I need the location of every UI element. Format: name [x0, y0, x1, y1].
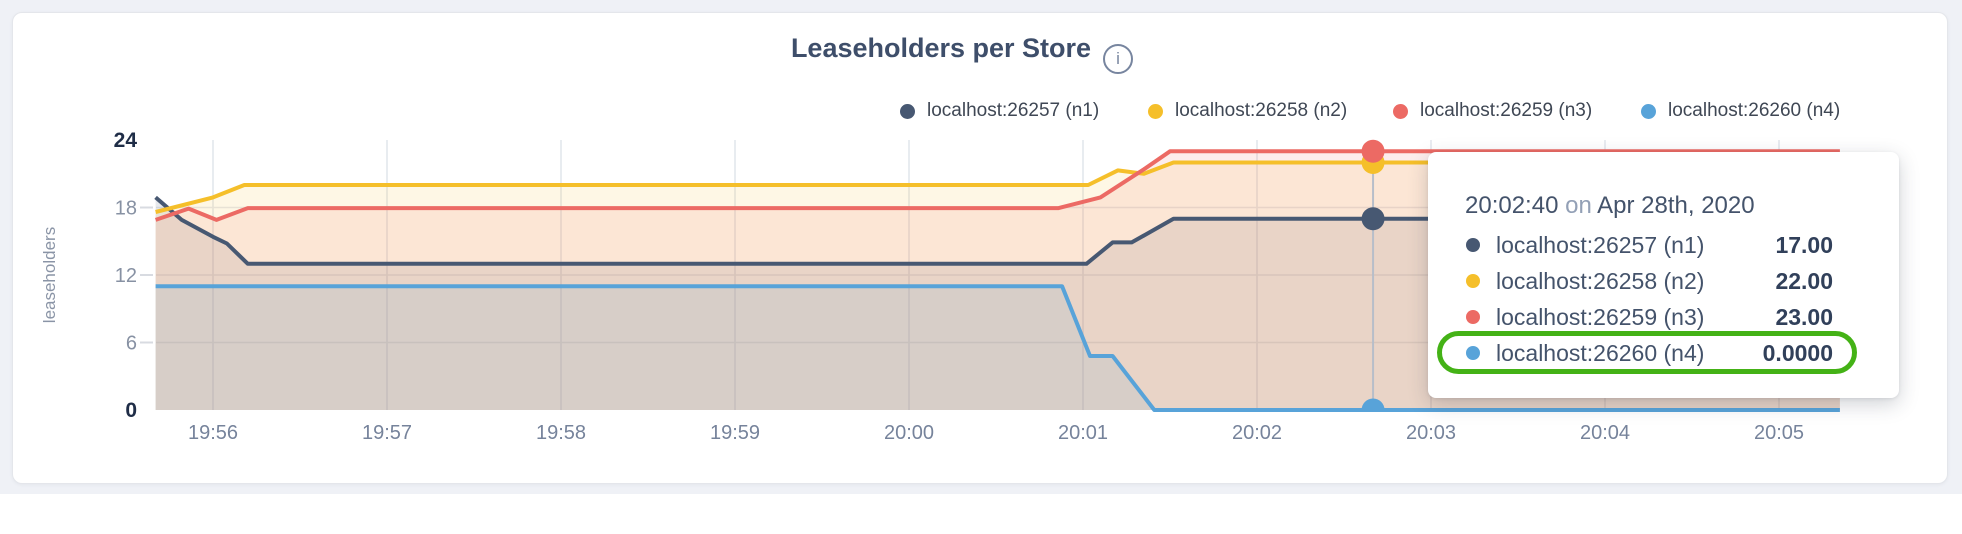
series-dot-icon [1148, 103, 1163, 119]
info-icon[interactable]: i [1103, 44, 1133, 74]
series-dot-icon [1466, 274, 1480, 288]
tooltip-series-name: localhost:26257 (n1) [1496, 231, 1705, 258]
tooltip-series-value: 23.00 [1775, 303, 1833, 330]
tooltip-series-value: 22.00 [1775, 267, 1833, 294]
tooltip-series-name: localhost:26259 (n3) [1496, 303, 1705, 330]
chart-tooltip: 20:02:40 on Apr 28th, 2020 localhost:262… [1428, 152, 1899, 398]
tooltip-row: localhost:26258 (n2) 22.00 [1466, 263, 1833, 299]
tooltip-timestamp: 20:02:40 on Apr 28th, 2020 [1465, 192, 1755, 220]
legend-label: localhost:26257 (n1) [927, 100, 1100, 121]
legend-label: localhost:26260 (n4) [1668, 100, 1841, 121]
legend-label: localhost:26258 (n2) [1175, 100, 1348, 121]
legend-label: localhost:26259 (n3) [1420, 100, 1593, 121]
tooltip-series-value: 17.00 [1775, 231, 1833, 258]
tooltip-series-value: 0.0000 [1762, 339, 1833, 366]
tooltip-date: Apr 28th, 2020 [1597, 192, 1755, 219]
series-dot-icon [1393, 103, 1408, 119]
series-dot-icon [1466, 310, 1480, 324]
tooltip-conjunction: on [1565, 192, 1592, 219]
next-page-section [0, 494, 1962, 534]
tooltip-series-name: localhost:26258 (n2) [1496, 267, 1705, 294]
tooltip-row-highlighted: localhost:26260 (n4) 0.0000 [1466, 335, 1833, 371]
tooltip-row: localhost:26257 (n1) 17.00 [1466, 227, 1833, 263]
legend-item-n3[interactable]: localhost:26259 (n3) [1393, 100, 1592, 122]
series-dot-icon [1466, 346, 1480, 360]
series-dot-icon [900, 103, 915, 119]
legend-item-n1[interactable]: localhost:26257 (n1) [900, 100, 1099, 122]
legend-item-n4[interactable]: localhost:26260 (n4) [1641, 100, 1840, 122]
series-dot-icon [1641, 103, 1656, 119]
tooltip-time: 20:02:40 [1465, 192, 1559, 219]
tooltip-series-name: localhost:26260 (n4) [1496, 339, 1705, 366]
chart-title: Leaseholders per Store [790, 33, 1092, 63]
tooltip-row: localhost:26259 (n3) 23.00 [1466, 299, 1833, 335]
legend-item-n2[interactable]: localhost:26258 (n2) [1148, 100, 1347, 122]
series-dot-icon [1466, 238, 1480, 252]
tooltip-rows: localhost:26257 (n1) 17.00 localhost:262… [1466, 227, 1833, 371]
